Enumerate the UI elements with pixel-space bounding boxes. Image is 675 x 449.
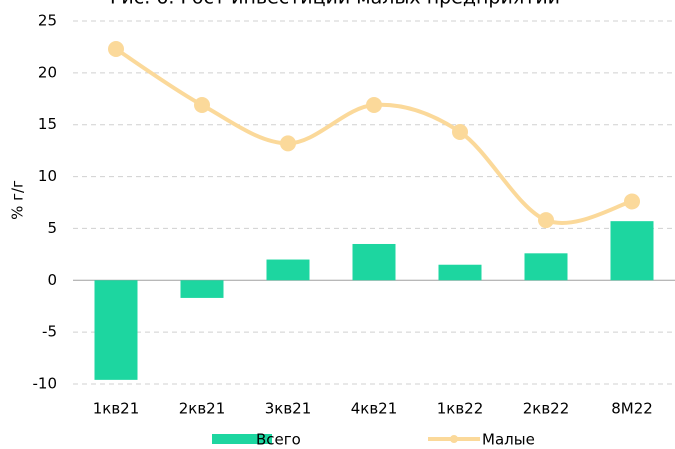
marker bbox=[624, 193, 640, 210]
bar bbox=[524, 253, 568, 281]
y-tick-label: 25 bbox=[38, 12, 57, 30]
x-tick-label: 8М22 bbox=[611, 400, 653, 418]
marker bbox=[366, 97, 382, 114]
y-tick-label: 10 bbox=[38, 167, 57, 185]
y-tick-label: 5 bbox=[47, 219, 57, 237]
legend-label: Всего bbox=[256, 431, 301, 449]
legend-label: Малые bbox=[482, 431, 535, 449]
bar bbox=[180, 280, 224, 298]
bar bbox=[610, 221, 654, 281]
marker bbox=[108, 41, 124, 58]
y-axis-label: % г/г bbox=[9, 180, 27, 220]
x-tick-label: 1кв21 bbox=[93, 400, 140, 418]
bar bbox=[438, 264, 482, 281]
y-tick-label: 0 bbox=[47, 271, 57, 289]
x-tick-label: 2кв22 bbox=[523, 400, 570, 418]
legend-marker bbox=[450, 435, 458, 443]
marker bbox=[194, 97, 210, 114]
line bbox=[114, 47, 633, 225]
x-tick-label: 4кв21 bbox=[351, 400, 398, 418]
y-tick-label: 15 bbox=[38, 115, 57, 133]
x-tick-label: 1кв22 bbox=[437, 400, 484, 418]
y-tick-label: 20 bbox=[38, 63, 57, 81]
chart-title: Рис. 6. Рост инвестиций малых предприяти… bbox=[110, 0, 560, 9]
bar bbox=[94, 280, 138, 380]
marker bbox=[452, 123, 468, 140]
x-tick-label: 3кв21 bbox=[265, 400, 312, 418]
legend-swatch bbox=[212, 434, 272, 444]
marker bbox=[280, 135, 296, 152]
marker bbox=[538, 212, 554, 229]
y-tick-label: -5 bbox=[42, 323, 57, 341]
bar bbox=[352, 243, 396, 281]
y-tick-label: -10 bbox=[33, 375, 58, 393]
x-tick-label: 2кв21 bbox=[179, 400, 226, 418]
bar bbox=[266, 259, 310, 281]
